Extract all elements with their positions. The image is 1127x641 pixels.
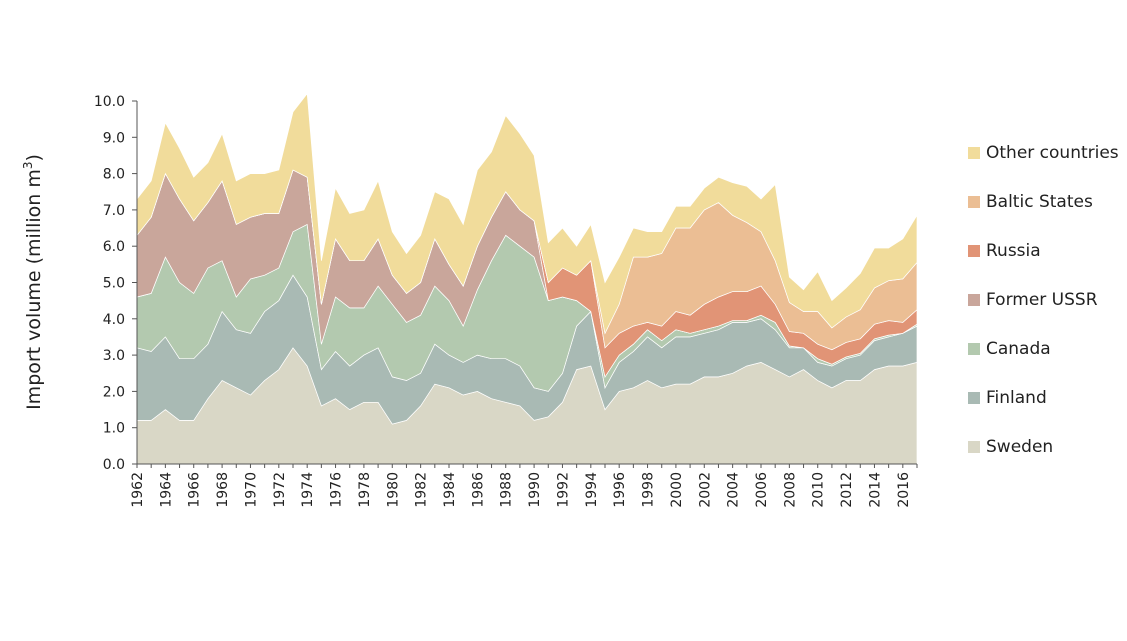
legend: Other countries Baltic States Russia Former… [968, 128, 1119, 471]
legend-item: Former USSR [968, 275, 1119, 324]
x-tick-label: 1988 [499, 472, 515, 508]
x-tick-label: 1994 [584, 472, 600, 508]
axes: 0.0 1.0 2.0 3.0 4.0 5.0 6.0 7.0 8.0 9.0 10.0 1962 19… [94, 94, 918, 508]
y-tick-label: 10.0 [94, 94, 125, 110]
x-tick-label: 1972 [272, 472, 288, 508]
y-tick-label: 2.0 [103, 384, 125, 400]
x-tick-label: 1986 [470, 472, 486, 508]
x-tick-label: 1996 [612, 472, 628, 508]
x-tick-label: 2010 [811, 472, 827, 508]
x-tick-label: 2000 [669, 472, 685, 508]
legend-label: Sweden [986, 436, 1054, 457]
legend-item: Finland [968, 373, 1119, 422]
y-tick-label: 3.0 [103, 348, 125, 364]
x-tick-label: 1982 [414, 472, 430, 508]
y-tick-label: 4.0 [103, 312, 125, 328]
legend-item: Baltic States [968, 177, 1119, 226]
x-tick-label: 1966 [187, 472, 203, 508]
legend-swatch [968, 293, 980, 306]
legend-swatch [968, 342, 980, 355]
x-tick-label: 2014 [867, 472, 883, 508]
x-tick-label: 1990 [527, 472, 543, 508]
x-tick-label: 1976 [329, 472, 345, 508]
x-tick-label: 1998 [641, 472, 657, 508]
x-tick-label: 1978 [357, 472, 373, 508]
x-tick-label: 1964 [158, 472, 174, 508]
y-tick-label: 5.0 [103, 276, 125, 292]
x-tick-label: 1984 [442, 472, 458, 508]
legend-swatch [968, 146, 980, 159]
legend-label: Former USSR [986, 289, 1098, 310]
y-tick-label: 0.0 [103, 457, 125, 473]
x-tick-label: 2008 [782, 472, 798, 508]
x-tick-label: 2012 [839, 472, 855, 508]
x-tick-label: 1970 [243, 472, 259, 508]
legend-label: Canada [986, 338, 1051, 359]
y-tick-label: 1.0 [103, 421, 125, 437]
x-tick-label: 2006 [754, 472, 770, 508]
legend-swatch [968, 391, 980, 404]
y-tick-label: 6.0 [103, 239, 125, 255]
area-series-6 [136, 92, 918, 335]
legend-label: Other countries [986, 142, 1119, 163]
x-tick-label: 1980 [385, 472, 401, 508]
legend-label: Russia [986, 240, 1041, 261]
x-tick-label: 1968 [215, 472, 231, 508]
legend-item: Other countries [968, 128, 1119, 177]
y-tick-label: 9.0 [103, 130, 125, 146]
y-tick-label: 8.0 [103, 167, 125, 183]
x-tick-label: 2002 [697, 472, 713, 508]
legend-label: Finland [986, 387, 1047, 408]
legend-item: Russia [968, 226, 1119, 275]
legend-swatch [968, 244, 980, 257]
x-tick-label: 1992 [555, 472, 571, 508]
legend-item: Canada [968, 324, 1119, 373]
area-series-group [136, 92, 918, 465]
legend-item: Sweden [968, 422, 1119, 471]
legend-swatch [968, 195, 980, 208]
x-tick-label: 2004 [726, 472, 742, 508]
legend-label: Baltic States [986, 191, 1093, 212]
y-axis-label: Import volume (million m3) [21, 154, 45, 410]
x-tick-label: 1962 [130, 472, 146, 508]
legend-swatch [968, 440, 980, 453]
x-tick-label: 2016 [896, 472, 912, 508]
y-tick-label: 7.0 [103, 203, 125, 219]
x-tick-label: 1974 [300, 472, 316, 508]
